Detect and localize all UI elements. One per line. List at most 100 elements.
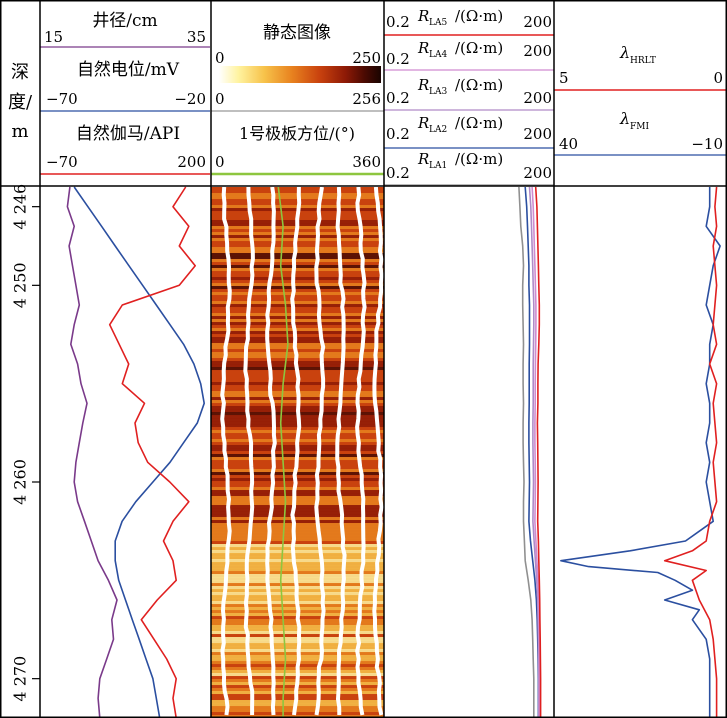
image-band [211,244,384,248]
image-band [211,703,384,707]
rla5-series-line [534,186,542,718]
image-band [211,313,384,317]
svg-text:0: 0 [713,69,723,87]
svg-text:R: R [417,39,429,57]
image-band [211,241,384,245]
svg-text:200: 200 [523,42,552,60]
image-scale-top-max: 250 [352,49,381,67]
image-band [211,475,384,479]
image-band [211,547,384,551]
image-band [211,487,384,491]
svg-text:0.2: 0.2 [386,164,410,182]
image-color-scale [219,66,381,83]
sp-max: −20 [174,90,206,108]
image-pad-gap [265,187,277,716]
depth-tick-label: 4 250 [11,262,30,308]
image-pad-gap [243,187,255,715]
image-band [211,514,384,518]
image-band [211,262,384,266]
lambda-hrlt-header: λ HRLT 5 0 [554,43,727,91]
svg-text:/(Ω·m): /(Ω·m) [455,76,503,94]
image-band [211,550,384,554]
image-pad-gap [220,187,232,716]
image-band [211,325,384,329]
pad1-azimuth-title: 1号极板方位/(°) [239,124,355,143]
lambda-hrlt-series-line [663,186,718,718]
depth-axis: 4 246 4 250 4 260 4 270 [11,184,40,702]
svg-text:LA3: LA3 [429,87,447,97]
image-pad-gap [290,187,302,716]
image-band [211,274,384,278]
gr-min: −70 [46,153,78,171]
image-band [211,508,384,512]
image-title: 静态图像 [263,23,331,43]
image-band [211,319,384,323]
image-pad-gap [355,187,367,716]
image-band [211,523,384,527]
depth-tick-label: 4 270 [11,656,30,702]
image-band [211,532,384,536]
curves-layer [66,186,721,718]
image-band [211,559,384,563]
image-band [211,280,384,284]
image-band [211,544,384,548]
sp-title: 自然电位/mV [77,60,180,80]
image-band [211,259,384,263]
image-band [211,310,384,314]
gr-title: 自然伽马/API [76,124,180,144]
image-scale-bottom-min: 0 [215,90,225,108]
image-band [211,307,384,311]
depth-tick-label: 4 260 [11,459,30,505]
image-band [211,337,384,341]
image-band [211,526,384,530]
image-band [211,553,384,557]
depth-label-line3: m [11,121,28,142]
image-band [211,247,384,251]
svg-text:0.2: 0.2 [386,13,410,31]
svg-text:/(Ω·m): /(Ω·m) [455,114,503,132]
rla2-header: 0.2 R LA2 /(Ω·m) 200 [384,114,554,149]
svg-text:/(Ω·m): /(Ω·m) [455,7,503,25]
sp-min: −70 [46,90,78,108]
image-band [211,322,384,326]
svg-text:R: R [417,150,429,168]
svg-text:FMI: FMI [630,122,649,132]
rla5-header: 0.2 R LA5 /(Ω·m) 200 [384,7,554,36]
depth-label-line2: 度/ [8,92,33,113]
caliper-max: 35 [187,28,206,46]
image-scale-top-min: 0 [215,49,225,67]
image-band [211,301,384,305]
svg-text:R: R [417,114,429,132]
svg-text:/(Ω·m): /(Ω·m) [455,150,503,168]
image-band [211,712,384,716]
image-band [211,505,384,509]
caliper-series-line [66,186,118,718]
image-band [211,334,384,338]
image-band [211,265,384,269]
image-band [211,517,384,521]
rla1-header: 0.2 R LA1 /(Ω·m) 200 [384,150,554,186]
image-band [211,253,384,257]
track-headers: 井径/cm 15 35 自然电位/mV −70 −20 自然伽马/API −70… [8,7,727,186]
caliper-title: 井径/cm [92,11,157,31]
lambda-fmi-series-line [560,187,721,718]
rla4-header: 0.2 R LA4 /(Ω·m) 200 [384,39,554,71]
svg-text:200: 200 [523,125,552,143]
image-band [211,541,384,545]
image-band [211,331,384,335]
svg-text:0.2: 0.2 [386,89,410,107]
image-band [211,562,384,566]
svg-text:5: 5 [559,69,569,87]
image-band [211,496,384,500]
lambda-fmi-header: λ FMI 40 −10 [554,109,727,156]
svg-text:λ: λ [619,109,630,128]
pad1-azimuth-max: 360 [352,153,381,171]
gr-series-line [108,186,196,718]
image-band [211,484,384,488]
image-band [211,289,384,293]
rla4-series-line [531,186,541,718]
depth-tick-label: 4 246 [11,184,30,230]
image-band [211,250,384,254]
